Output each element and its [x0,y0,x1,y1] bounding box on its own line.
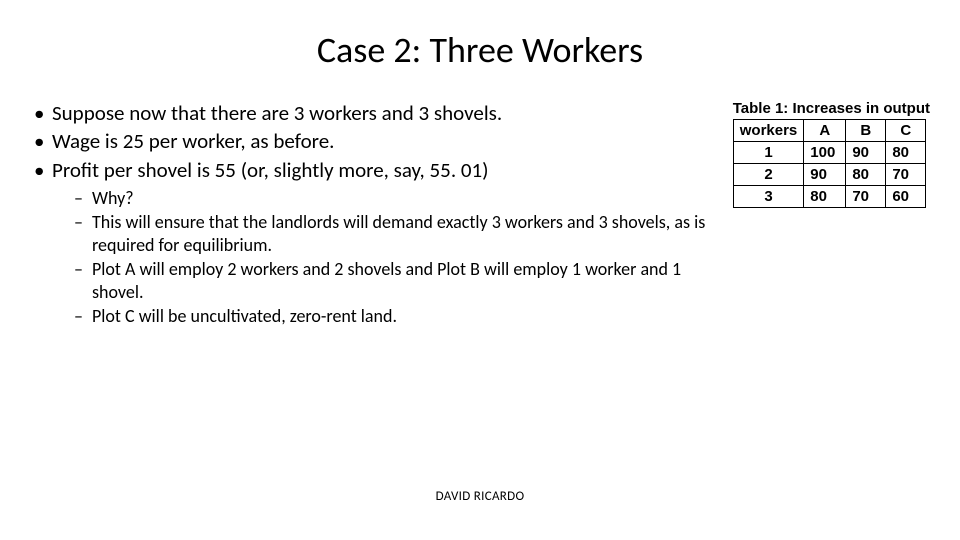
output-table: workers A B C 1 100 90 80 2 90 [733,119,927,208]
table-cell: 100 [804,142,846,164]
bullet-item: Profit per shovel is 55 (or, slightly mo… [30,157,725,328]
content-row: Suppose now that there are 3 workers and… [30,100,930,330]
table-row: 1 100 90 80 [733,142,926,164]
table-rowheader: 3 [733,186,804,208]
table-cell: 70 [846,186,886,208]
slide: Case 2: Three Workers Suppose now that t… [0,0,960,540]
slide-title: Case 2: Three Workers [30,28,930,72]
table-rowheader: 2 [733,164,804,186]
table-cell: 80 [886,142,926,164]
table-header: C [886,120,926,142]
sub-bullet-item: Why? [52,187,725,210]
table-cell: 70 [886,164,926,186]
table-column: Table 1: Increases in output workers A B… [733,100,930,208]
table-cell: 90 [804,164,846,186]
text-column: Suppose now that there are 3 workers and… [30,100,725,330]
sub-bullet-list: Why? This will ensure that the landlords… [52,187,725,328]
bullet-item: Suppose now that there are 3 workers and… [30,100,725,126]
table-row: 2 90 80 70 [733,164,926,186]
table-header: B [846,120,886,142]
table-header: A [804,120,846,142]
table-cell: 60 [886,186,926,208]
slide-footer: DAVID RICARDO [0,489,960,504]
sub-bullet-item: Plot C will be uncultivated, zero-rent l… [52,305,725,328]
table-cell: 80 [804,186,846,208]
table-header: workers [733,120,804,142]
table-header-row: workers A B C [733,120,926,142]
table-rowheader: 1 [733,142,804,164]
bullet-list: Suppose now that there are 3 workers and… [30,100,725,328]
bullet-text: Profit per shovel is 55 (or, slightly mo… [52,157,489,183]
bullet-item: Wage is 25 per worker, as before. [30,128,725,154]
sub-bullet-item: This will ensure that the landlords will… [52,211,725,256]
sub-bullet-item: Plot A will employ 2 workers and 2 shove… [52,258,725,303]
table-caption: Table 1: Increases in output [733,100,930,117]
table-cell: 80 [846,164,886,186]
table-row: 3 80 70 60 [733,186,926,208]
table-cell: 90 [846,142,886,164]
